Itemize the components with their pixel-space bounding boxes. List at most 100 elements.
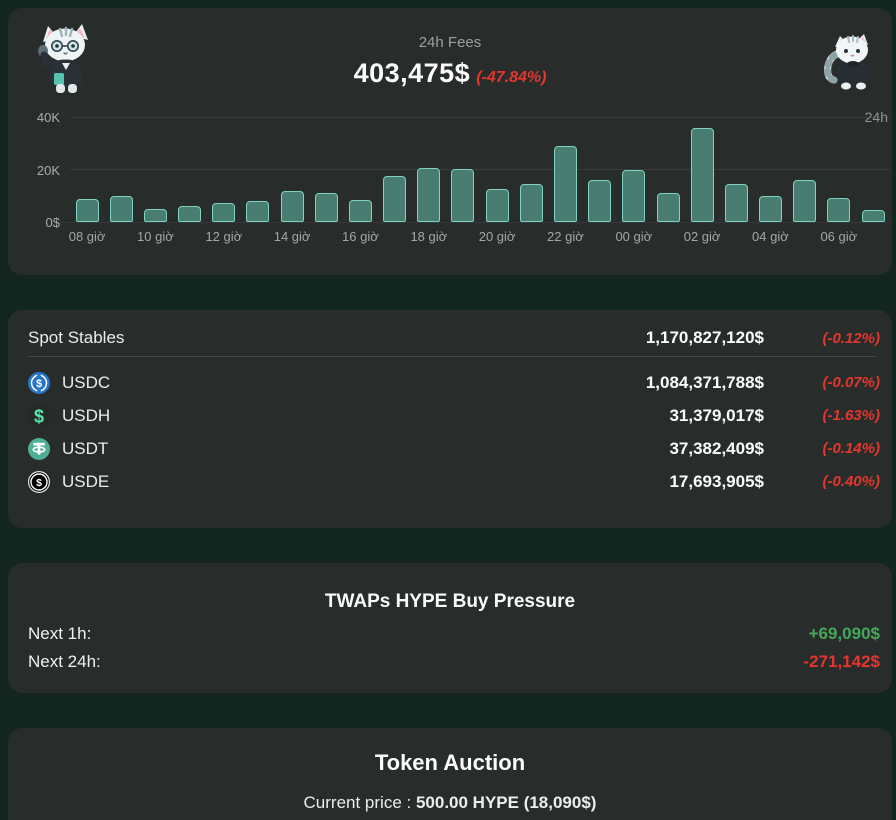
fee-bar-13h [246, 201, 270, 222]
divider [28, 356, 876, 357]
bar-slot [548, 117, 582, 222]
coin-symbol: USDC [62, 372, 111, 392]
y-tick-40k: 40K [36, 110, 60, 125]
coin-change-percent: (-0.14%) [822, 440, 880, 457]
coin-change-percent: (-1.63%) [822, 407, 880, 424]
stable-row-usdc: $ USDC 1,084,371,788$ (-0.07%) [8, 366, 892, 399]
bar-slot [617, 117, 651, 222]
x-tick-label: 10 giờ [137, 229, 174, 244]
stables-total-change: (-0.12%) [822, 329, 880, 347]
fees-bar-chart: 40K 20K 0$ 24h 08 giờ 10 giờ 12 giờ 14 giờ 1… [37, 109, 890, 244]
auction-current-price: Current price : 500.00 HYPE (18,090$) [8, 793, 892, 813]
bar-slot [70, 117, 104, 222]
bar-slot [719, 117, 753, 222]
auction-price-label: Current price : [303, 793, 416, 812]
bar-slot [514, 117, 548, 222]
fee-bar-14h [280, 191, 304, 222]
bars-container [70, 117, 890, 222]
twap-value: +69,090$ [808, 624, 880, 643]
gridline-40k [70, 117, 890, 118]
svg-text:$: $ [36, 378, 42, 390]
stables-header-row: Spot Stables 1,170,827,120$ (-0.12%) [8, 310, 892, 347]
twap-row: Next 1h: +69,090$ [8, 620, 892, 648]
bar-slot [173, 117, 207, 222]
usdh-icon: $ [28, 405, 50, 427]
x-tick-label: 16 giờ [342, 229, 379, 244]
fee-bar-03h [724, 184, 748, 222]
coin-value: 1,084,371,788$ [645, 372, 764, 392]
x-tick-label: 00 giờ [615, 229, 653, 244]
bar-slot [241, 117, 275, 222]
coin-change-percent: (-0.07%) [822, 374, 880, 391]
fee-bar-12h [212, 202, 236, 222]
twap-label: Next 24h: [28, 652, 101, 671]
bar-slot [207, 117, 241, 222]
bar-slot [412, 117, 446, 222]
mascot-cat-right-icon [824, 34, 870, 90]
svg-text:$: $ [36, 476, 42, 488]
x-tick-label: 04 giờ [752, 229, 789, 244]
bar-slot [104, 117, 138, 222]
bar-slot [822, 117, 856, 222]
coin-value: 17,693,905$ [669, 471, 764, 491]
stables-total-value: 1,170,827,120$ [645, 328, 764, 347]
bar-slot [685, 117, 719, 222]
fees-change-percent: (-47.84%) [476, 69, 547, 86]
fee-bar-02h [690, 127, 714, 222]
twap-label: Next 1h: [28, 624, 92, 643]
mascot-cat-left-icon [38, 24, 88, 93]
bar-slot [343, 117, 377, 222]
bar-slot [378, 117, 412, 222]
coin-change-percent: (-0.40%) [822, 473, 880, 490]
twaps-title: TWAPs HYPE Buy Pressure [324, 591, 576, 612]
bar-slot [856, 117, 890, 222]
bar-slot [583, 117, 617, 222]
fee-bar-16h [348, 200, 372, 222]
fee-bar-09h [109, 196, 133, 222]
fee-bar-11h [178, 206, 202, 222]
twap-value: -271,142$ [803, 652, 880, 671]
usde-icon: $ [28, 470, 50, 493]
fee-bar-23h [588, 179, 612, 222]
fee-bar-17h [383, 176, 407, 222]
x-tick-label: 14 giờ [273, 229, 311, 244]
fees-value: 403,475$ [353, 58, 471, 88]
stable-row-usde: $ USDE 17,693,905$ (-0.40%) [8, 465, 892, 498]
svg-text:$: $ [34, 406, 44, 426]
fee-bar-04h [759, 195, 783, 222]
fee-bar-22h [553, 146, 577, 222]
x-tick-label: 12 giờ [205, 229, 243, 244]
fee-bar-10h [143, 208, 167, 222]
fee-bar-05h [793, 180, 817, 222]
fee-bar-18h [417, 167, 441, 222]
fee-bar-15h [314, 193, 338, 222]
usdc-icon: $ [28, 371, 50, 394]
fees-chart-card: 24h Fees 403,475$ (-47.84%) 40K 20K 0$ 24… [8, 8, 892, 275]
fee-bar-08h [75, 198, 99, 222]
bar-slot [753, 117, 787, 222]
x-tick-label: 20 giờ [478, 229, 516, 244]
fee-bar-19h [451, 169, 475, 222]
x-axis-labels: 08 giờ 10 giờ 12 giờ 14 giờ 16 giờ 18 giờ 20 g… [68, 229, 890, 247]
bar-slot [480, 117, 514, 222]
stables-rows: $ USDC 1,084,371,788$ (-0.07%) $ USDH 31,379,0… [8, 357, 892, 498]
bar-slot [138, 117, 172, 222]
coin-symbol: USDE [62, 471, 110, 491]
y-tick-0: 0$ [45, 215, 60, 230]
x-tick-label: 08 giờ [68, 229, 106, 244]
axis-baseline [60, 222, 890, 223]
bar-slot [651, 117, 685, 222]
coin-value: 37,382,409$ [669, 438, 764, 458]
coin-symbol: USDT [62, 438, 109, 458]
gridline-20k [70, 169, 890, 170]
x-tick-label: 18 giờ [410, 229, 448, 244]
token-auction-card: Token Auction Current price : 500.00 HYP… [8, 728, 892, 820]
twaps-card: TWAPs HYPE Buy Pressure Next 1h: +69,090$… [8, 563, 892, 693]
coin-value: 31,379,017$ [669, 405, 764, 425]
twap-row: Next 24h: -271,142$ [8, 648, 892, 676]
bar-slot [275, 117, 309, 222]
stable-row-usdh: $ USDH 31,379,017$ (-1.63%) [8, 399, 892, 432]
fee-bar-01h [656, 192, 680, 222]
spot-stables-card: Spot Stables 1,170,827,120$ (-0.12%) $ US… [8, 310, 892, 528]
x-tick-label: 22 giờ [547, 229, 584, 244]
